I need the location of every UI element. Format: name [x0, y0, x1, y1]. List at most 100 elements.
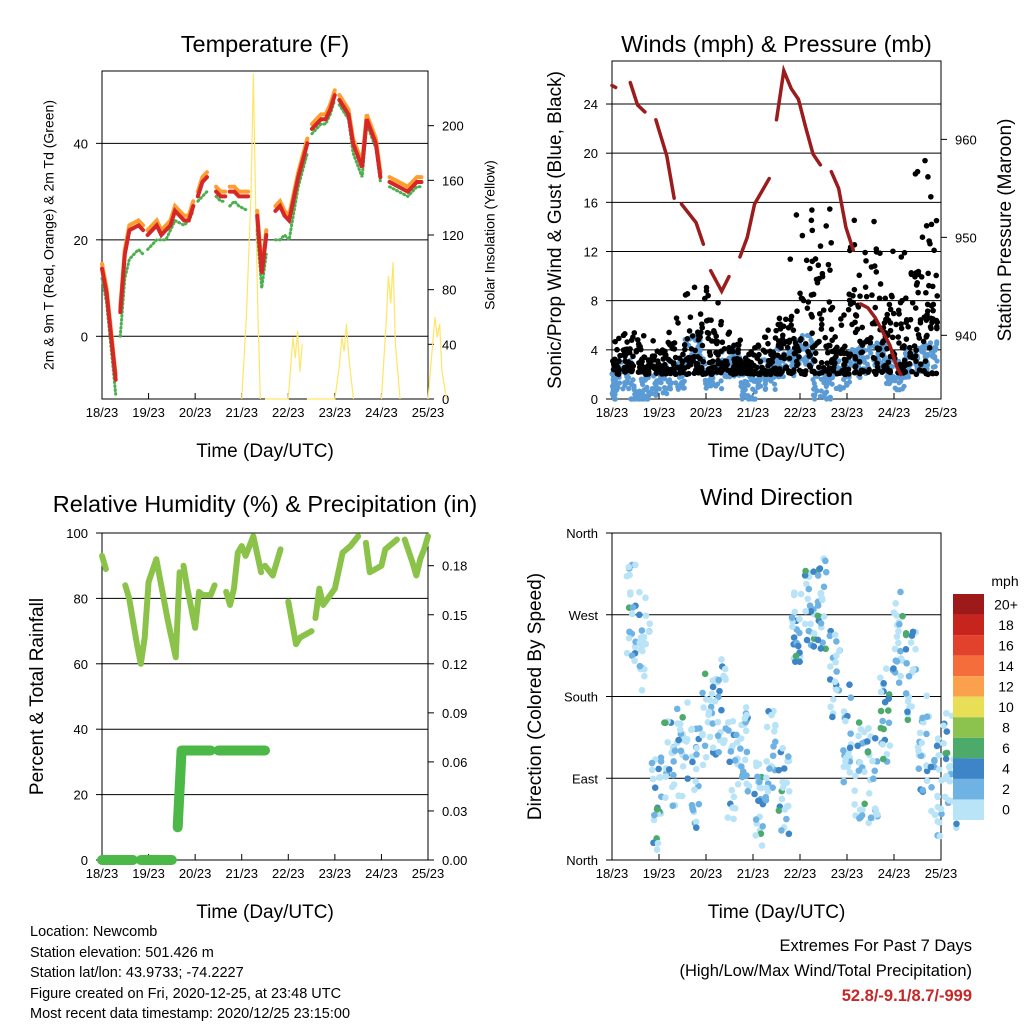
wind-point — [708, 381, 714, 387]
direction-point — [775, 766, 783, 774]
wind-point — [934, 341, 940, 347]
gust-point — [614, 346, 620, 353]
gust-point — [807, 352, 814, 358]
direction-point — [796, 615, 803, 623]
direction-point — [857, 725, 865, 733]
wind-point — [930, 364, 937, 370]
gust-point — [909, 368, 915, 375]
gust-point — [863, 258, 869, 264]
wind-point — [722, 373, 728, 379]
direction-point — [683, 736, 691, 743]
gust-point — [825, 261, 832, 268]
direction-point — [716, 687, 723, 695]
gust-point — [829, 304, 836, 311]
gust-point — [915, 331, 922, 338]
extremes-values: 52.8/-9.1/8.7/-999 — [841, 987, 972, 1005]
direction-point — [648, 759, 656, 767]
direction-point — [721, 674, 729, 682]
gust-point — [691, 353, 698, 360]
x-axis-label: Time (Day/UTC) — [196, 441, 334, 462]
direction-point — [742, 704, 750, 711]
wind-point — [665, 385, 671, 392]
direction-point — [737, 735, 745, 742]
colorbar-label: 20+ — [994, 596, 1018, 612]
gust-point — [698, 329, 704, 336]
direction-point — [779, 744, 787, 752]
gust-point — [851, 286, 858, 293]
y2-tick-label: 200 — [442, 119, 464, 134]
direction-point — [679, 763, 687, 770]
gust-point — [726, 329, 733, 336]
gust-point — [744, 370, 751, 377]
direction-point — [642, 594, 649, 602]
y2-tick-label: 0.06 — [442, 755, 467, 770]
direction-point — [845, 749, 852, 757]
colorbar-label: 6 — [1002, 740, 1010, 756]
direction-point — [810, 643, 818, 650]
gust-point — [901, 357, 908, 364]
panel-0: Temperature (F) 18/23 19/23 20/23 21/23 22/23… — [74, 31, 464, 462]
gust-point — [679, 369, 686, 376]
gust-point — [928, 193, 934, 200]
wind-point — [666, 377, 673, 383]
wind-point — [646, 393, 652, 399]
gust-point — [747, 351, 754, 357]
direction-point — [665, 766, 673, 773]
precip-trace — [172, 745, 216, 833]
gust-point — [930, 301, 937, 308]
wind-point — [921, 349, 927, 356]
direction-point — [935, 766, 943, 773]
gust-point — [912, 171, 919, 177]
gust-point — [913, 347, 920, 354]
direction-point — [662, 794, 669, 802]
x-tick-label: 24/23 — [365, 866, 398, 881]
y-tick-label: 80 — [74, 591, 88, 606]
direction-point — [684, 699, 691, 706]
direction-point — [847, 730, 854, 737]
gust-point — [689, 333, 696, 339]
panel-2: Relative Humidity (%) & Precipitation (i… — [53, 491, 477, 923]
direction-point — [702, 753, 710, 761]
x-tick-label: 19/23 — [643, 405, 676, 420]
direction-point — [831, 678, 839, 686]
gust-point — [697, 356, 703, 362]
direction-point — [818, 594, 826, 602]
x-tick-label: 22/23 — [784, 405, 817, 420]
direction-point — [904, 716, 912, 724]
2m-t-trace — [273, 141, 310, 225]
gust-point — [776, 315, 783, 322]
x-tick-label: 23/23 — [831, 405, 864, 420]
gust-point — [898, 321, 904, 327]
gust-point — [823, 223, 830, 229]
gust-point — [715, 299, 721, 306]
direction-point — [893, 612, 900, 619]
colorbar-unit: mph — [991, 573, 1018, 589]
direction-point — [855, 767, 863, 774]
gust-point — [859, 349, 866, 355]
y-tick-label: 8 — [591, 294, 598, 309]
gust-point — [666, 329, 672, 336]
y-tick-label: 4 — [591, 343, 598, 358]
wind-point — [844, 382, 850, 388]
gust-point — [684, 336, 691, 342]
direction-point — [847, 694, 855, 701]
direction-point — [734, 780, 742, 788]
direction-point — [769, 784, 776, 791]
gust-point — [648, 358, 654, 365]
gust-point — [826, 206, 833, 212]
gust-point — [802, 340, 809, 347]
gust-point — [630, 334, 636, 341]
direction-point — [879, 755, 887, 763]
direction-point — [934, 792, 941, 800]
gust-point — [909, 299, 916, 306]
direction-point — [785, 787, 793, 795]
direction-point — [864, 738, 871, 745]
gust-point — [926, 238, 932, 244]
direction-point — [919, 714, 926, 722]
gust-point — [842, 343, 848, 350]
gust-point — [817, 243, 824, 249]
gust-point — [884, 345, 890, 352]
x-axis-label: Time (Day/UTC) — [196, 902, 334, 923]
gust-point — [705, 366, 712, 372]
direction-point — [814, 572, 822, 579]
